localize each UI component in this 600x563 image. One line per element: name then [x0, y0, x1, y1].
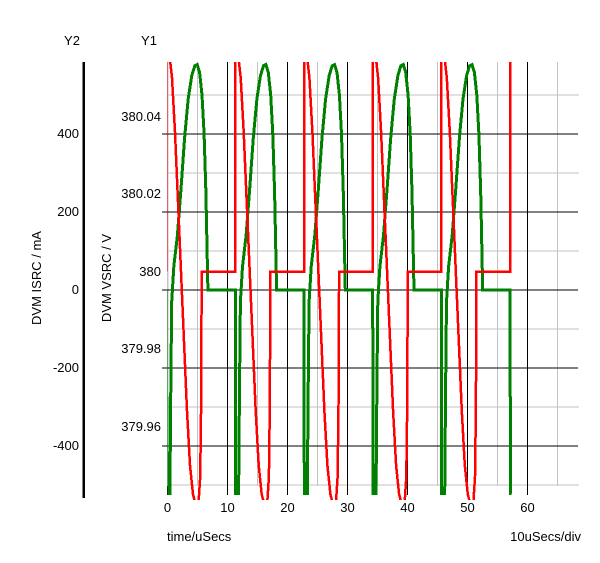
x-tick-label: 0: [163, 500, 172, 515]
y1-tick-label: 379.98: [121, 341, 161, 356]
y1-tick-label: 379.96: [121, 418, 161, 434]
y2-tick-label: 0: [71, 282, 79, 297]
x-tick-label: 50: [460, 500, 475, 515]
y1-tick-label: 380.02: [121, 186, 161, 201]
y2-tick-label: 400: [57, 126, 79, 141]
x-tick-label: 20: [280, 500, 295, 515]
x-axis-title: time/uSecs: [167, 529, 232, 544]
x-tick-label: 10: [220, 500, 235, 515]
y2-tick-label: 200: [57, 204, 79, 219]
x-tick-label: 60: [520, 500, 535, 515]
y1-tick-label: 380.04: [121, 108, 161, 124]
x-tick-label: 40: [400, 500, 415, 515]
y2-tick-label: -400: [52, 438, 79, 453]
x-scale-per-div: 10uSecs/div: [510, 529, 581, 544]
y2-axis-name: Y2: [64, 33, 80, 48]
series-dvm-isrc: [167, 62, 512, 496]
series-dvm-vsrc: [167, 62, 512, 500]
y1-tick-label: 380: [139, 263, 161, 279]
x-tick-label: 30: [340, 500, 355, 515]
y1-axis-name: Y1: [141, 33, 157, 48]
y2-tick-label: -200: [52, 360, 79, 375]
